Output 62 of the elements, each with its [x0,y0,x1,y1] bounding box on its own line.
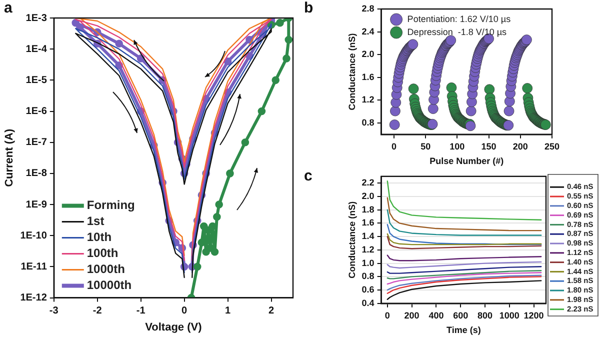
x-tick-label: 0 [391,141,396,152]
x-tick-label: 600 [453,310,468,320]
chart-title: c [304,168,312,185]
x-tick-label: 2 [268,306,274,317]
x-tick-label: 200 [404,310,420,320]
y-tick-label: 0.8 [362,117,374,128]
y-tick-label: 1E-8 [26,168,48,180]
x-tick-label: 150 [481,141,496,152]
y-tick-label: 1E-12 [20,292,48,304]
x-axis-title: Voltage (V) [145,321,202,334]
y-tick-label: 0.8 [362,271,374,282]
y-tick-label: 1.2 [362,94,374,105]
x-tick-label: -3 [49,306,59,317]
y-tick-label: 2.0 [362,49,374,60]
y-axis-title: Conductance (nS) [346,201,357,278]
y-axis-title: Current (A) [4,128,16,187]
x-tick-label: -2 [92,306,102,317]
legend-label: Forming [86,198,135,212]
y-tick-label: 2.0 [362,190,374,201]
y-tick-label: 2.8 [362,3,374,14]
chart-title: a [4,0,13,17]
y-tick-label: 1.2 [362,244,374,254]
y-tick-label: 1.8 [362,204,374,214]
y-tick-label: 1E-6 [26,106,48,118]
legend-label: Depression -1.8 V/10 µs [407,26,508,37]
x-tick-label: 0 [182,306,188,317]
legend-label: Potentiation: 1.62 V/10 µs [407,14,512,24]
x-tick-label: 1000 [499,310,520,320]
y-tick-label: 1E-5 [26,74,48,86]
x-tick-label: 800 [477,310,493,320]
y-tick-label: 1E-11 [20,261,48,272]
y-tick-label: 2.2 [362,178,374,188]
y-tick-label: 2.4 [362,26,374,36]
chart-title: b [304,0,314,17]
y-tick-label: 1E-7 [26,137,48,148]
y-tick-label: 0.6 [362,284,374,295]
y-tick-label: 1E-3 [26,12,48,24]
y-tick-label: 0.4 [362,298,374,308]
legend-label: 10th [86,230,112,244]
x-tick-label: 400 [428,310,444,320]
x-tick-label: 250 [544,141,560,152]
legend-label: 1st [86,214,104,228]
x-tick-label: 200 [512,141,528,152]
legend-label: 1000th [86,262,125,276]
y-tick-label: 1.6 [362,218,374,228]
y-tick-label: 1E-4 [26,44,48,55]
y-tick-label: 1.4 [362,231,374,242]
x-tick-label: -1 [136,306,146,317]
x-tick-label: 50 [420,141,431,152]
y-tick-label: 1.6 [362,72,374,82]
y-tick-label: 1E-10 [20,230,48,242]
x-axis-title: Pulse Number (#) [430,156,504,166]
x-axis-title: Time (s) [446,325,481,336]
x-tick-label: 0 [384,310,390,320]
x-tick-label: 100 [450,141,465,152]
legend-label: 10000th [86,278,132,292]
y-tick-label: 1.0 [362,258,374,268]
x-tick-label: 1 [225,306,232,317]
y-tick-label: 1E-9 [26,199,48,210]
legend-label: 100th [86,246,118,260]
x-tick-label: 1200 [524,310,544,320]
y-axis-title: Conductance (nS) [346,33,357,110]
